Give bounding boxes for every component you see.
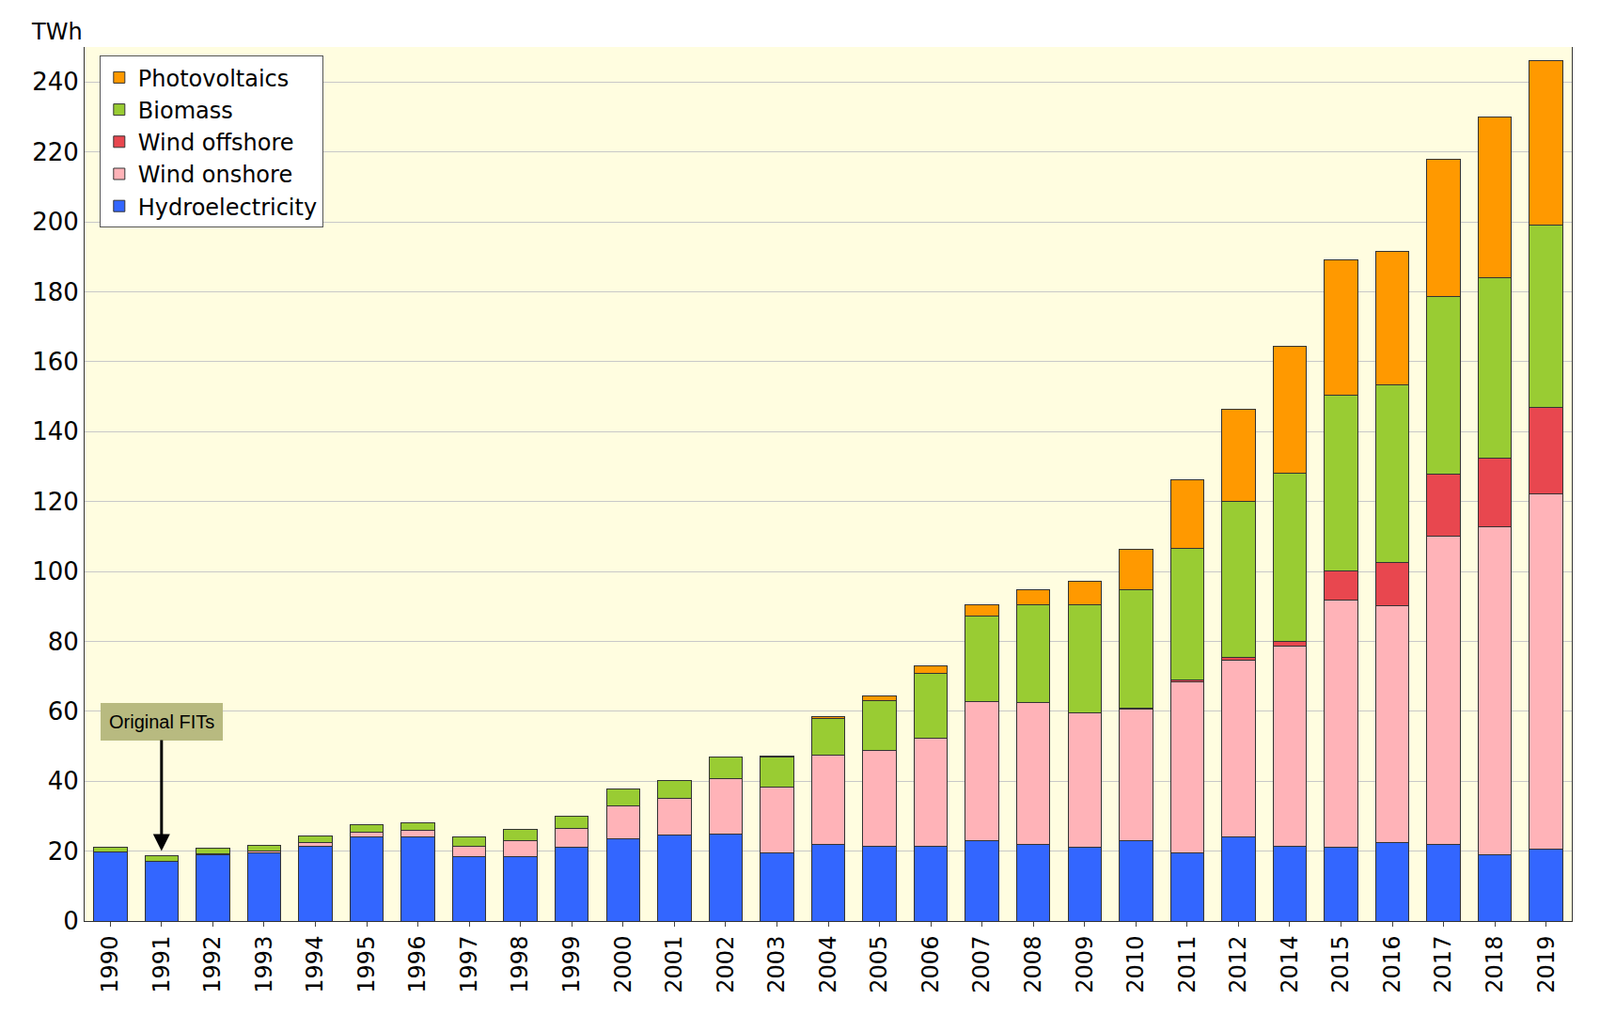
- svg-text:2009: 2009: [1071, 936, 1099, 994]
- svg-text:1994: 1994: [301, 936, 329, 994]
- svg-text:160: 160: [31, 347, 79, 377]
- svg-text:Photovoltaics: Photovoltaics: [138, 65, 290, 93]
- svg-text:2006: 2006: [917, 936, 944, 994]
- svg-text:220: 220: [31, 138, 79, 167]
- svg-text:1992: 1992: [199, 936, 226, 994]
- svg-text:20: 20: [47, 837, 79, 866]
- svg-text:60: 60: [47, 697, 79, 726]
- svg-text:2002: 2002: [712, 936, 739, 994]
- svg-text:2003: 2003: [763, 936, 790, 994]
- svg-text:2012: 2012: [1224, 936, 1252, 994]
- svg-text:80: 80: [47, 627, 79, 657]
- svg-text:180: 180: [31, 278, 79, 307]
- svg-text:2018: 2018: [1481, 936, 1508, 994]
- svg-text:140: 140: [31, 417, 79, 446]
- svg-text:Original FITs: Original FITs: [109, 711, 215, 733]
- svg-text:TWh: TWh: [31, 18, 83, 46]
- svg-text:2016: 2016: [1379, 936, 1406, 994]
- svg-text:200: 200: [31, 207, 79, 236]
- svg-text:1997: 1997: [455, 936, 483, 994]
- svg-text:1996: 1996: [404, 936, 431, 994]
- svg-text:2000: 2000: [610, 936, 637, 994]
- svg-text:2014: 2014: [1276, 936, 1303, 994]
- svg-text:0: 0: [62, 907, 79, 936]
- svg-text:2017: 2017: [1429, 936, 1457, 994]
- svg-text:2010: 2010: [1122, 936, 1149, 994]
- svg-text:1990: 1990: [96, 936, 124, 994]
- svg-text:2007: 2007: [968, 936, 995, 994]
- svg-text:2019: 2019: [1533, 936, 1560, 994]
- svg-text:1993: 1993: [250, 936, 278, 994]
- svg-text:2001: 2001: [660, 936, 688, 994]
- svg-text:40: 40: [47, 767, 79, 796]
- svg-text:240: 240: [31, 67, 79, 96]
- svg-text:1999: 1999: [558, 936, 585, 994]
- svg-text:2005: 2005: [865, 936, 893, 994]
- svg-text:2008: 2008: [1019, 936, 1047, 994]
- svg-text:1995: 1995: [353, 936, 380, 994]
- svg-text:120: 120: [31, 487, 79, 517]
- svg-text:2011: 2011: [1174, 936, 1201, 994]
- svg-text:1998: 1998: [506, 936, 534, 994]
- svg-text:1991: 1991: [148, 936, 175, 994]
- svg-text:Wind onshore: Wind onshore: [138, 161, 293, 189]
- svg-text:100: 100: [31, 557, 79, 586]
- svg-text:Biomass: Biomass: [138, 97, 234, 125]
- svg-text:Wind offshore: Wind offshore: [138, 129, 295, 157]
- svg-text:Hydroelectricity: Hydroelectricity: [138, 194, 317, 221]
- svg-text:2015: 2015: [1327, 936, 1354, 994]
- svg-text:2004: 2004: [815, 936, 842, 994]
